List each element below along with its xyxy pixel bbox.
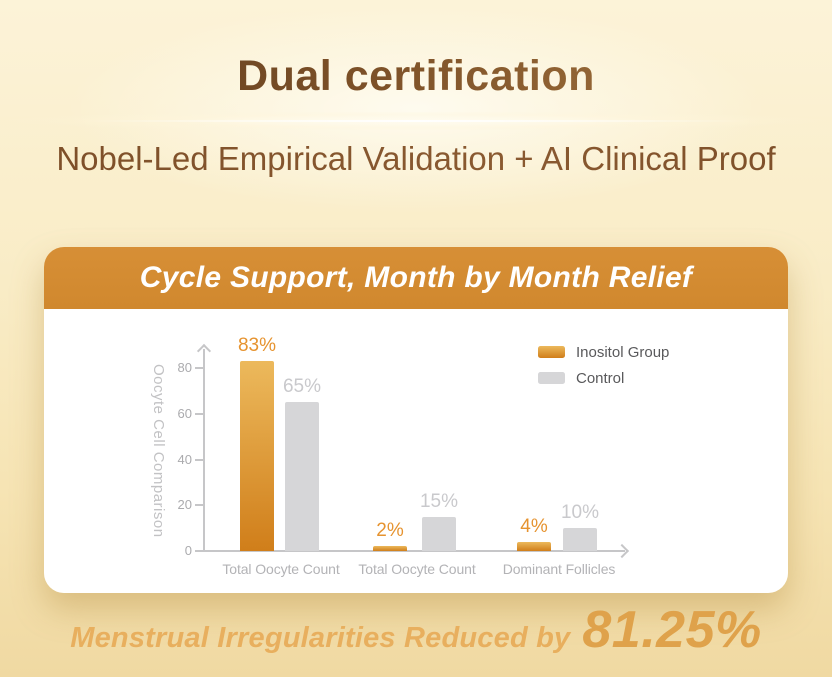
y-tick-mark	[195, 550, 203, 552]
bar-value-label: 4%	[520, 515, 548, 537]
bar-inositol	[517, 541, 551, 551]
legend-label: Inositol Group	[576, 343, 670, 361]
bar-control	[285, 402, 319, 551]
y-tick-label: 0	[184, 543, 192, 558]
bar-inositol	[240, 361, 274, 551]
legend-swatch-icon	[538, 372, 565, 384]
chart-card-header: Cycle Support, Month by Month Relief	[44, 247, 788, 309]
y-tick-label: 20	[177, 497, 192, 513]
page-title: Dual certification	[0, 52, 832, 101]
y-tick-mark	[195, 458, 203, 461]
bar-value-label: 2%	[376, 520, 404, 542]
bar-value-label: 65%	[282, 376, 322, 398]
y-tick-label: 60	[177, 405, 192, 421]
bar-inositol	[373, 546, 407, 551]
y-axis-title: Oocyte Cell Comparison	[150, 364, 167, 538]
legend-item: Inositol Group	[538, 343, 669, 361]
bar-control	[422, 516, 456, 551]
footer-highlight-value: 81.25%	[582, 601, 762, 659]
y-tick-mark	[195, 504, 203, 507]
category-label: Total Oocyte Count	[358, 561, 476, 577]
x-axis-line	[203, 550, 625, 552]
light-flare-decoration	[0, 112, 832, 130]
y-tick-label: 80	[177, 360, 192, 375]
footer-text: Menstrual Irregularities Reduced by	[70, 622, 571, 654]
x-axis-arrow-icon	[614, 543, 630, 559]
y-tick-mark	[195, 412, 203, 415]
page-subtitle: Nobel-Led Empirical Validation + AI Clin…	[0, 140, 832, 178]
bar-value-label: 15%	[419, 490, 459, 512]
category-label: Dominant Follicles	[502, 561, 616, 577]
y-tick-mark	[195, 367, 203, 369]
category-label: Total Oocyte Count	[222, 561, 340, 577]
chart-legend: Inositol Group Control	[538, 343, 669, 395]
bar-value-label: 10%	[560, 502, 600, 524]
footer-callout: Menstrual Irregularities Reduced by 81.2…	[0, 600, 832, 660]
y-tick-label: 40	[177, 451, 192, 467]
legend-item: Control	[538, 369, 669, 387]
y-axis-line	[203, 349, 205, 551]
bar-value-label: 83%	[237, 335, 277, 357]
legend-swatch-icon	[538, 346, 565, 358]
chart-card: Cycle Support, Month by Month Relief Ooc…	[44, 247, 788, 593]
light-flare-core	[83, 120, 749, 122]
bar-chart: Oocyte Cell Comparison Inositol Group Con…	[44, 309, 788, 593]
bar-control	[563, 528, 597, 551]
y-axis-arrow-icon	[196, 343, 212, 359]
legend-label: Control	[576, 369, 625, 387]
chart-card-body: Oocyte Cell Comparison Inositol Group Con…	[44, 309, 788, 593]
